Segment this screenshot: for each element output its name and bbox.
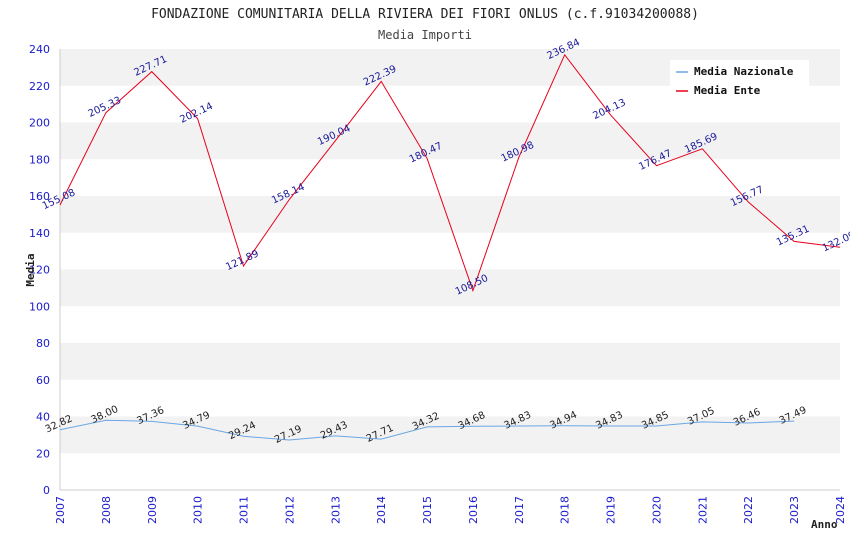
x-tick-label: 2023 <box>788 496 801 524</box>
y-tick-label: 80 <box>36 337 50 350</box>
x-tick-label: 2009 <box>146 496 159 524</box>
legend: Media Nazionale Media Ente <box>670 60 809 98</box>
grid-band <box>60 269 840 307</box>
grid-bands <box>60 49 840 490</box>
grid-band <box>60 306 840 343</box>
chart-title: FONDAZIONE COMUNITARIA DELLA RIVIERA DEI… <box>151 7 699 22</box>
grid-band <box>60 196 840 233</box>
x-tick-label: 2018 <box>559 496 572 524</box>
x-tick-label: 2020 <box>650 496 663 524</box>
grid-band <box>60 232 840 270</box>
y-tick-label: 200 <box>29 117 50 130</box>
grid-band <box>60 416 840 454</box>
legend-label-nazionale: Media Nazionale <box>694 65 794 78</box>
x-tick-label: 2021 <box>696 496 709 524</box>
x-tick-label: 2010 <box>192 496 205 524</box>
y-tick-label: 240 <box>29 43 50 56</box>
x-tick-label: 2007 <box>54 496 67 524</box>
axes <box>59 49 840 491</box>
legend-label-ente: Media Ente <box>694 84 761 97</box>
series-lines <box>59 53 841 441</box>
x-tick-label: 2014 <box>375 496 388 524</box>
x-tick-label: 2016 <box>467 496 480 524</box>
x-tick-label: 2017 <box>513 496 526 524</box>
y-tick-label: 180 <box>29 153 50 166</box>
x-tick-label: 2011 <box>238 496 251 524</box>
x-tick-label: 2012 <box>283 496 296 524</box>
grid-band <box>60 343 840 380</box>
x-tick-label: 2019 <box>605 496 618 524</box>
y-tick-label: 40 <box>36 411 50 424</box>
y-tick-label: 160 <box>29 190 50 203</box>
y-tick-label: 220 <box>29 80 50 93</box>
y-tick-label: 120 <box>29 264 50 277</box>
x-tick-label: 2022 <box>742 496 755 524</box>
x-tick-labels: 2007 2008 2009 2010 2011 2012 2013 2014 2015 2016… <box>54 496 847 524</box>
y-axis-label: Media <box>24 253 37 286</box>
series-line-ente <box>59 53 841 293</box>
y-tick-labels: 0 20 40 60 80 100 120 140 160 180 200 220 240 <box>29 43 50 497</box>
series-line-nazionale <box>59 419 795 441</box>
y-tick-label: 60 <box>36 374 50 387</box>
grid-band <box>60 159 840 196</box>
y-tick-label: 20 <box>36 447 50 460</box>
y-tick-label: 140 <box>29 227 50 240</box>
grid-band <box>60 453 840 490</box>
x-tick-label: 2015 <box>421 496 434 524</box>
grid-band <box>60 379 840 417</box>
chart-subtitle: Media Importi <box>378 28 472 42</box>
y-tick-label: 100 <box>29 300 50 313</box>
legend-box <box>670 60 809 98</box>
x-axis-label: Anno <box>811 518 838 531</box>
x-tick-label: 2008 <box>100 496 113 524</box>
x-tick-label: 2013 <box>329 496 342 524</box>
grid-band <box>60 122 840 160</box>
y-tick-label: 0 <box>43 484 50 497</box>
x-tick-label: 2024 <box>834 496 847 524</box>
